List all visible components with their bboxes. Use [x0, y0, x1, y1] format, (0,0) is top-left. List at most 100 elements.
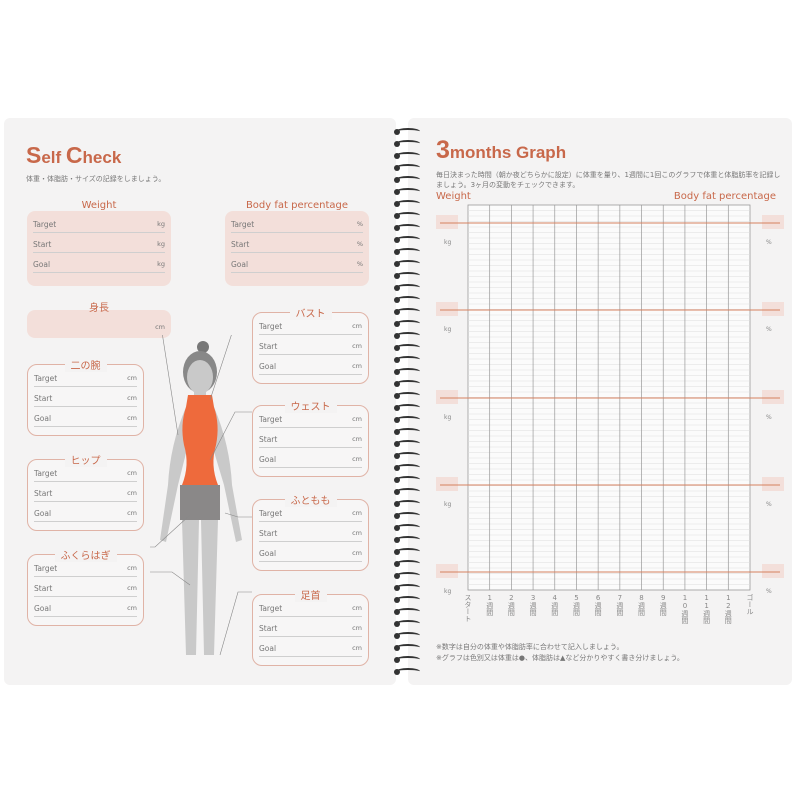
field-unit: kg — [157, 220, 165, 228]
weight-value-tab[interactable] — [436, 215, 458, 229]
field-unit: kg — [157, 240, 165, 248]
field-row[interactable]: Target cm — [259, 601, 362, 617]
spiral-coil — [394, 344, 420, 351]
spiral-coil — [394, 392, 420, 399]
pct-label: % — [766, 326, 772, 333]
weight-value-tab[interactable] — [436, 390, 458, 404]
week-label: 8週間 — [637, 594, 646, 616]
field-row[interactable]: Goal cm — [259, 546, 362, 562]
box-title-text: バスト — [289, 309, 332, 320]
figure-illustration — [160, 341, 242, 655]
note-1: ※数字は自分の体重や体脂肪率に合わせて記入しましょう。 — [436, 643, 624, 651]
spiral-coil — [394, 332, 420, 339]
spiral-coil — [394, 212, 420, 219]
field-row[interactable]: cm — [33, 320, 165, 336]
graph-grid[interactable]: kg % kg % kg % kg % kg% — [430, 200, 790, 595]
field-label: Goal — [33, 260, 51, 269]
spiral-coil — [394, 668, 420, 675]
field-row[interactable]: Start cm — [259, 432, 362, 448]
field-row[interactable]: Start cm — [34, 391, 137, 407]
field-row[interactable]: Target cm — [34, 371, 137, 387]
spiral-coil — [394, 128, 420, 135]
box-title-text: ふともも — [284, 496, 337, 507]
field-row[interactable]: Target cm — [259, 412, 362, 428]
spiral-coil — [394, 512, 420, 519]
week-label: 10週間 — [680, 594, 689, 624]
field-row[interactable]: Target kg — [33, 217, 165, 233]
field-label: Goal — [259, 549, 277, 558]
field-unit: cm — [352, 455, 362, 463]
measurement-box: ヒップ Target cm Start cm Goal cm — [27, 456, 144, 531]
week-label: ゴール — [746, 594, 754, 615]
kg-label: kg — [444, 588, 451, 595]
graph-title: 3months Graph — [436, 136, 567, 164]
spiral-coil — [394, 224, 420, 231]
spiral-coil — [394, 416, 420, 423]
field-unit: cm — [352, 644, 362, 652]
field-row[interactable]: Start cm — [259, 526, 362, 542]
bodyfat-value-tab[interactable] — [762, 215, 784, 229]
field-row[interactable]: Start cm — [259, 621, 362, 637]
spiral-coil — [394, 404, 420, 411]
field-row[interactable]: Target cm — [34, 561, 137, 577]
spiral-coil — [394, 200, 420, 207]
measurement-box: ふくらはぎ Target cm Start cm Goal cm — [27, 551, 144, 626]
field-row[interactable]: Goal kg — [33, 257, 165, 273]
field-row[interactable]: Goal% — [231, 257, 363, 273]
spiral-coil — [394, 488, 420, 495]
spiral-coil — [394, 656, 420, 663]
field-unit: kg — [157, 260, 165, 268]
field-unit: cm — [127, 469, 137, 477]
spiral-coil — [394, 320, 420, 327]
field-row[interactable]: Target cm — [259, 506, 362, 522]
box-title: ふくらはぎ — [28, 547, 143, 562]
field-label: Goal — [34, 414, 52, 423]
field-row[interactable]: Start cm — [34, 581, 137, 597]
field-row[interactable]: Start% — [231, 237, 363, 253]
field-row[interactable]: Start cm — [34, 486, 137, 502]
box-title: 二の腕 — [28, 357, 143, 372]
field-row[interactable]: Target cm — [259, 319, 362, 335]
field-row[interactable]: Target cm — [34, 466, 137, 482]
week-label: 7週間 — [615, 594, 624, 616]
week-label: 2週間 — [507, 594, 516, 616]
field-label: Target — [34, 374, 58, 383]
measurement-box: ふともも Target cm Start cm Goal cm — [252, 496, 369, 571]
bodyfat-value-tab[interactable] — [762, 564, 784, 578]
field-row[interactable]: Goal cm — [34, 506, 137, 522]
field-unit: cm — [155, 323, 165, 331]
field-row[interactable]: Goal cm — [259, 641, 362, 657]
bodyfat-value-tab[interactable] — [762, 302, 784, 316]
spiral-coil — [394, 188, 420, 195]
field-unit: cm — [127, 414, 137, 422]
field-label: Start — [259, 342, 278, 351]
field-row[interactable]: Goal cm — [259, 359, 362, 375]
field-label: Goal — [259, 455, 277, 464]
weight-value-tab[interactable] — [436, 564, 458, 578]
box-title: ヒップ — [28, 452, 143, 467]
bodyfat-value-tab[interactable] — [762, 477, 784, 491]
field-row[interactable]: Target% — [231, 217, 363, 233]
weight-value-tab[interactable] — [436, 302, 458, 316]
field-unit: cm — [127, 604, 137, 612]
field-row[interactable]: Goal cm — [34, 411, 137, 427]
spiral-coil — [394, 500, 420, 507]
pct-label: % — [766, 501, 772, 508]
field-unit: cm — [127, 584, 137, 592]
field-row[interactable]: Goal cm — [34, 601, 137, 617]
week-label: 3週間 — [529, 594, 538, 616]
weight-value-tab[interactable] — [436, 477, 458, 491]
field-row[interactable]: Start kg — [33, 237, 165, 253]
field-row[interactable]: Goal cm — [259, 452, 362, 468]
bodyfat-value-tab[interactable] — [762, 390, 784, 404]
week-label: 6週間 — [594, 594, 603, 616]
spiral-binding — [394, 128, 424, 683]
measurement-box: 二の腕 Target cm Start cm Goal cm — [27, 361, 144, 436]
spiral-coil — [394, 368, 420, 375]
field-row[interactable]: Start cm — [259, 339, 362, 355]
field-label: Start — [34, 394, 53, 403]
field-unit: cm — [352, 415, 362, 423]
field-label: Goal — [259, 644, 277, 653]
spiral-coil — [394, 152, 420, 159]
spiral-coil — [394, 296, 420, 303]
